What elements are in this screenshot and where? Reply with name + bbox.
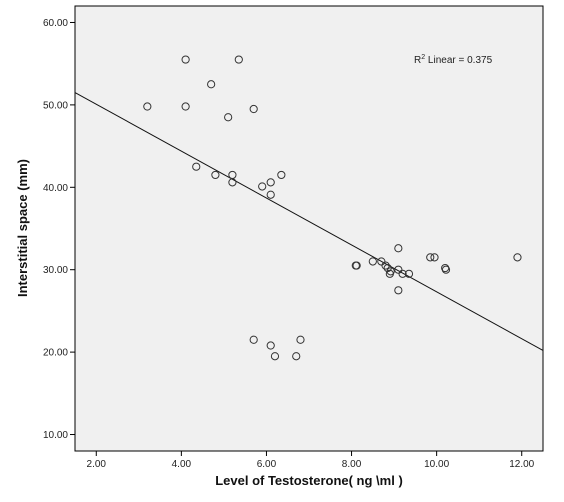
data-point (249, 104, 258, 114)
data-point (398, 269, 407, 278)
data-point (143, 102, 152, 111)
data-point (441, 265, 451, 274)
data-point (207, 80, 216, 89)
r-squared-annotation: R2 Linear = 0.375 (414, 54, 493, 66)
y-tick-label: 30.00 (43, 265, 68, 276)
data-point (249, 335, 258, 344)
y-tick-label: 40.00 (43, 183, 68, 194)
y-axis-title: Interstitial space (mm) (15, 159, 30, 297)
data-point (394, 265, 403, 274)
data-point (381, 261, 390, 270)
data-point (430, 253, 439, 262)
y-tick-label: 60.00 (43, 18, 68, 29)
y-tick-label: 50.00 (43, 100, 68, 111)
y-tick-label: 10.00 (43, 430, 68, 441)
data-point (352, 261, 361, 270)
data-point (270, 352, 280, 361)
data-point (192, 162, 201, 171)
data-point (441, 263, 450, 273)
data-point (211, 170, 220, 180)
data-point (296, 335, 305, 344)
data-point (181, 102, 190, 111)
x-tick-label: 2.00 (87, 459, 107, 470)
data-point (258, 182, 267, 191)
data-point (266, 190, 275, 199)
plot-area (74, 5, 544, 452)
data-point (513, 253, 522, 262)
data-point (228, 178, 237, 187)
data-point (234, 55, 243, 64)
x-tick-label: 8.00 (342, 459, 362, 470)
x-axis-title: Level of Testosterone( ng \ml ) (215, 473, 403, 488)
data-point (266, 341, 275, 350)
x-tick-label: 6.00 (257, 459, 277, 470)
x-tick-label: 10.00 (424, 459, 449, 470)
data-point (368, 257, 377, 266)
x-tick-label: 4.00 (172, 459, 192, 470)
data-point (292, 352, 301, 361)
y-tick-label: 20.00 (43, 348, 68, 359)
data-points (143, 55, 522, 361)
data-point (394, 244, 403, 253)
data-point (277, 170, 286, 180)
data-point (386, 267, 395, 276)
fit-line (74, 92, 544, 351)
fit-line-group (74, 92, 544, 351)
data-point (224, 113, 233, 122)
x-axis: 2.00 4.00 6.00 8.00 10.00 12.00 (87, 451, 535, 470)
data-point (394, 286, 403, 295)
y-axis: 10.00 20.00 30.00 40.00 50.00 60.00 (43, 18, 75, 441)
x-tick-label: 12.00 (509, 459, 534, 470)
data-point (377, 257, 386, 266)
data-point (266, 178, 275, 187)
data-point (404, 269, 414, 278)
data-point (426, 253, 435, 262)
data-point (181, 55, 190, 64)
